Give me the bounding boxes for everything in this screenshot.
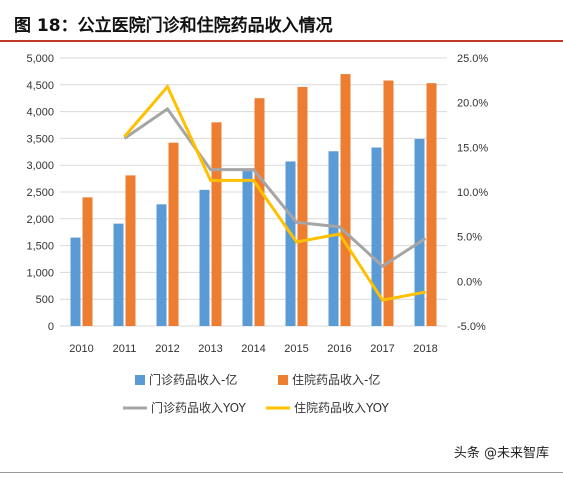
x-tick-label: 2015 [284, 343, 308, 355]
x-tick-label: 2018 [413, 343, 437, 355]
bar-outpatient [285, 161, 296, 326]
y-left-tick-label: 500 [36, 294, 54, 306]
y-left-tick-label: 4,500 [26, 80, 54, 92]
y-left-tick-label: 2,000 [26, 214, 54, 226]
legend-swatch [135, 375, 145, 385]
y-right-tick-label: 10.0% [457, 187, 488, 199]
bar-inpatient [168, 142, 179, 326]
y-right-tick-label: 15.0% [457, 142, 488, 154]
bottom-rule [0, 472, 563, 473]
figure-header: 图 18：公立医院门诊和住院药品收入情况 [0, 0, 563, 42]
x-tick-label: 2010 [69, 343, 93, 355]
x-tick-label: 2011 [113, 343, 137, 355]
y-left-tick-label: 1,500 [26, 241, 54, 253]
bar-outpatient [328, 151, 339, 326]
y-right-tick-label: 0.0% [457, 276, 482, 288]
y-left-tick-label: 3,500 [26, 133, 54, 145]
bar-inpatient [211, 122, 222, 326]
y-right-tick-label: 5.0% [457, 232, 482, 244]
line-inpatient-yoy [123, 83, 426, 302]
bar-inpatient [254, 98, 265, 326]
figure-title: 图 18：公立医院门诊和住院药品收入情况 [14, 16, 333, 36]
bar-inpatient [340, 74, 351, 326]
y-right-tick-label: -5.0% [457, 321, 486, 333]
bar-outpatient [113, 223, 124, 326]
legend-label: 门诊药品收入-亿 [149, 372, 237, 387]
legend-label: 住院药品收入YOY [294, 401, 389, 415]
bar-outpatient [371, 147, 382, 326]
bar-outpatient [414, 138, 425, 326]
bar-outpatient [70, 237, 81, 326]
y-left-tick-label: 3,000 [26, 160, 54, 172]
x-tick-label: 2013 [198, 343, 222, 355]
y-left-tick-label: 4,000 [26, 107, 54, 119]
y-left-tick-label: 2,500 [26, 187, 54, 199]
bar-inpatient [82, 197, 93, 326]
watermark: 头条 @未来智库 [453, 446, 549, 461]
bar-inpatient [383, 80, 394, 327]
bar-outpatient [242, 171, 253, 326]
legend-label: 门诊药品收入YOY [151, 400, 246, 415]
bar-inpatient [426, 83, 437, 326]
y-right-tick-label: 20.0% [457, 98, 488, 110]
legend-label: 住院药品收入-亿 [292, 372, 380, 387]
y-left-tick-label: 5,000 [26, 53, 54, 65]
bar-outpatient [199, 189, 210, 326]
x-tick-label: 2016 [327, 343, 351, 355]
x-tick-label: 2017 [370, 343, 394, 355]
x-tick-label: 2014 [241, 343, 265, 355]
y-right-tick-label: 25.0% [457, 53, 488, 65]
x-tick-label: 2012 [155, 343, 179, 355]
bar-inpatient [125, 175, 136, 326]
legend-swatch [278, 375, 288, 385]
y-left-tick-label: 0 [48, 321, 54, 333]
bar-inpatient [297, 86, 308, 326]
line-outpatient-yoy [123, 106, 427, 269]
bar-outpatient [156, 204, 167, 326]
y-left-tick-label: 1,000 [26, 267, 54, 279]
